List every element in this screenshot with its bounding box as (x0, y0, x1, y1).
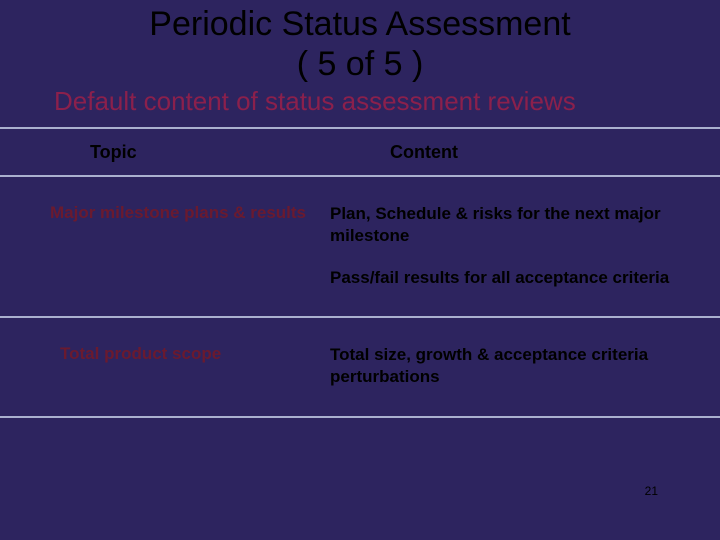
slide: Periodic Status Assessment ( 5 of 5 ) De… (0, 0, 720, 540)
page-number: 21 (645, 484, 658, 498)
col-header-topic: Topic (0, 142, 330, 163)
content-cell: Total size, growth & acceptance criteria… (330, 344, 700, 388)
content-table: Topic Content Major milestone plans & re… (0, 127, 720, 417)
topic-cell: Total product scope (0, 344, 330, 388)
table-header-row: Topic Content (0, 129, 720, 175)
divider-bottom (0, 416, 720, 418)
col-header-content: Content (330, 142, 700, 163)
content-cell: Plan, Schedule & risks for the next majo… (330, 203, 700, 247)
content-cell: Pass/fail results for all acceptance cri… (330, 267, 700, 289)
slide-title: Periodic Status Assessment ( 5 of 5 ) (0, 0, 720, 84)
table-row: Total product scope Total size, growth &… (0, 318, 720, 416)
title-line2: ( 5 of 5 ) (297, 45, 424, 83)
topic-cell: Major milestone plans & results (0, 203, 330, 247)
topic-cell-empty (0, 267, 330, 289)
table-row: Pass/fail results for all acceptance cri… (0, 257, 720, 315)
slide-subtitle: Default content of status assessment rev… (0, 84, 720, 117)
title-line1: Periodic Status Assessment (149, 5, 570, 43)
table-row: Major milestone plans & results Plan, Sc… (0, 177, 720, 257)
